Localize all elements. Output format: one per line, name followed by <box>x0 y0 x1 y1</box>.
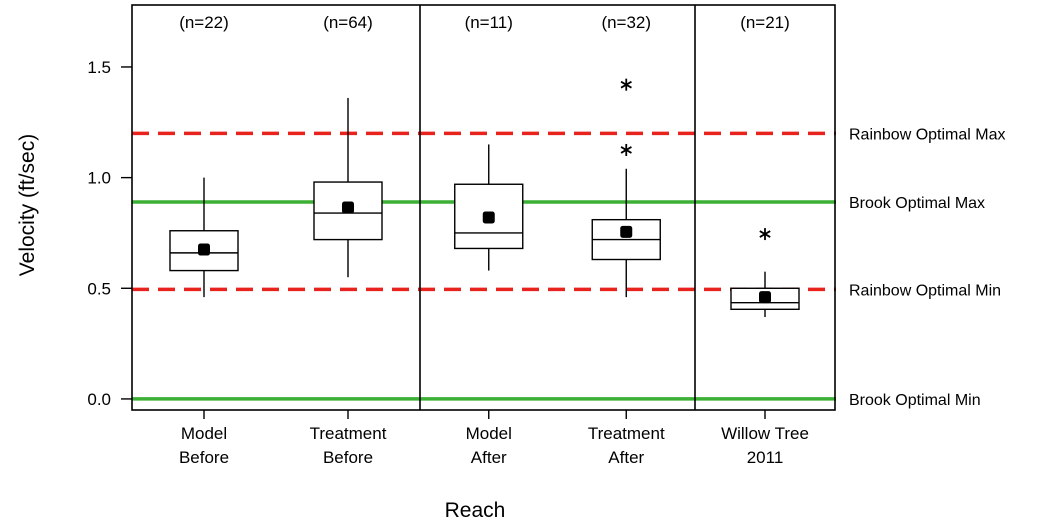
x-axis-title: Reach <box>445 499 506 522</box>
y-tick-label: 1.0 <box>87 169 111 188</box>
outlier-marker <box>759 228 771 241</box>
x-category-label: Model <box>466 424 512 443</box>
x-category-label: After <box>471 448 507 467</box>
box <box>454 183 524 250</box>
outlier-marker <box>620 78 632 91</box>
y-axis-title: Velocity (ft/sec) <box>16 134 39 276</box>
sample-size-label: (n=64) <box>323 13 373 32</box>
x-category-label: Willow Tree <box>721 424 809 443</box>
y-tick-label: 1.5 <box>87 58 111 77</box>
x-category-label: Model <box>181 424 227 443</box>
reference-line-label: Rainbow Optimal Min <box>849 282 1001 299</box>
reference-line-label: Brook Optimal Min <box>849 392 981 409</box>
sample-size-label: (n=22) <box>179 13 229 32</box>
y-tick-label: 0.5 <box>87 279 111 298</box>
outlier-marker <box>620 143 632 156</box>
sample-size-label: (n=32) <box>601 13 651 32</box>
x-category-label: Treatment <box>588 424 665 443</box>
mean-marker <box>198 243 210 256</box>
reference-line-label: Brook Optimal Max <box>849 195 985 212</box>
x-category-label: After <box>608 448 644 467</box>
mean-marker <box>482 211 495 224</box>
sample-size-label: (n=11) <box>465 13 513 32</box>
y-tick-label: 0.0 <box>87 390 111 409</box>
mean-marker <box>342 201 354 214</box>
plot-frame <box>131 4 836 411</box>
reference-line-label: Rainbow Optimal Max <box>849 126 1006 143</box>
box <box>169 230 239 272</box>
x-category-label: Before <box>323 448 373 467</box>
mean-marker <box>620 225 633 238</box>
x-category-label: 2011 <box>747 448 784 467</box>
mean-marker <box>759 291 771 304</box>
sample-size-label: (n=21) <box>740 13 790 32</box>
x-category-label: Before <box>179 448 229 467</box>
x-category-label: Treatment <box>310 424 387 443</box>
